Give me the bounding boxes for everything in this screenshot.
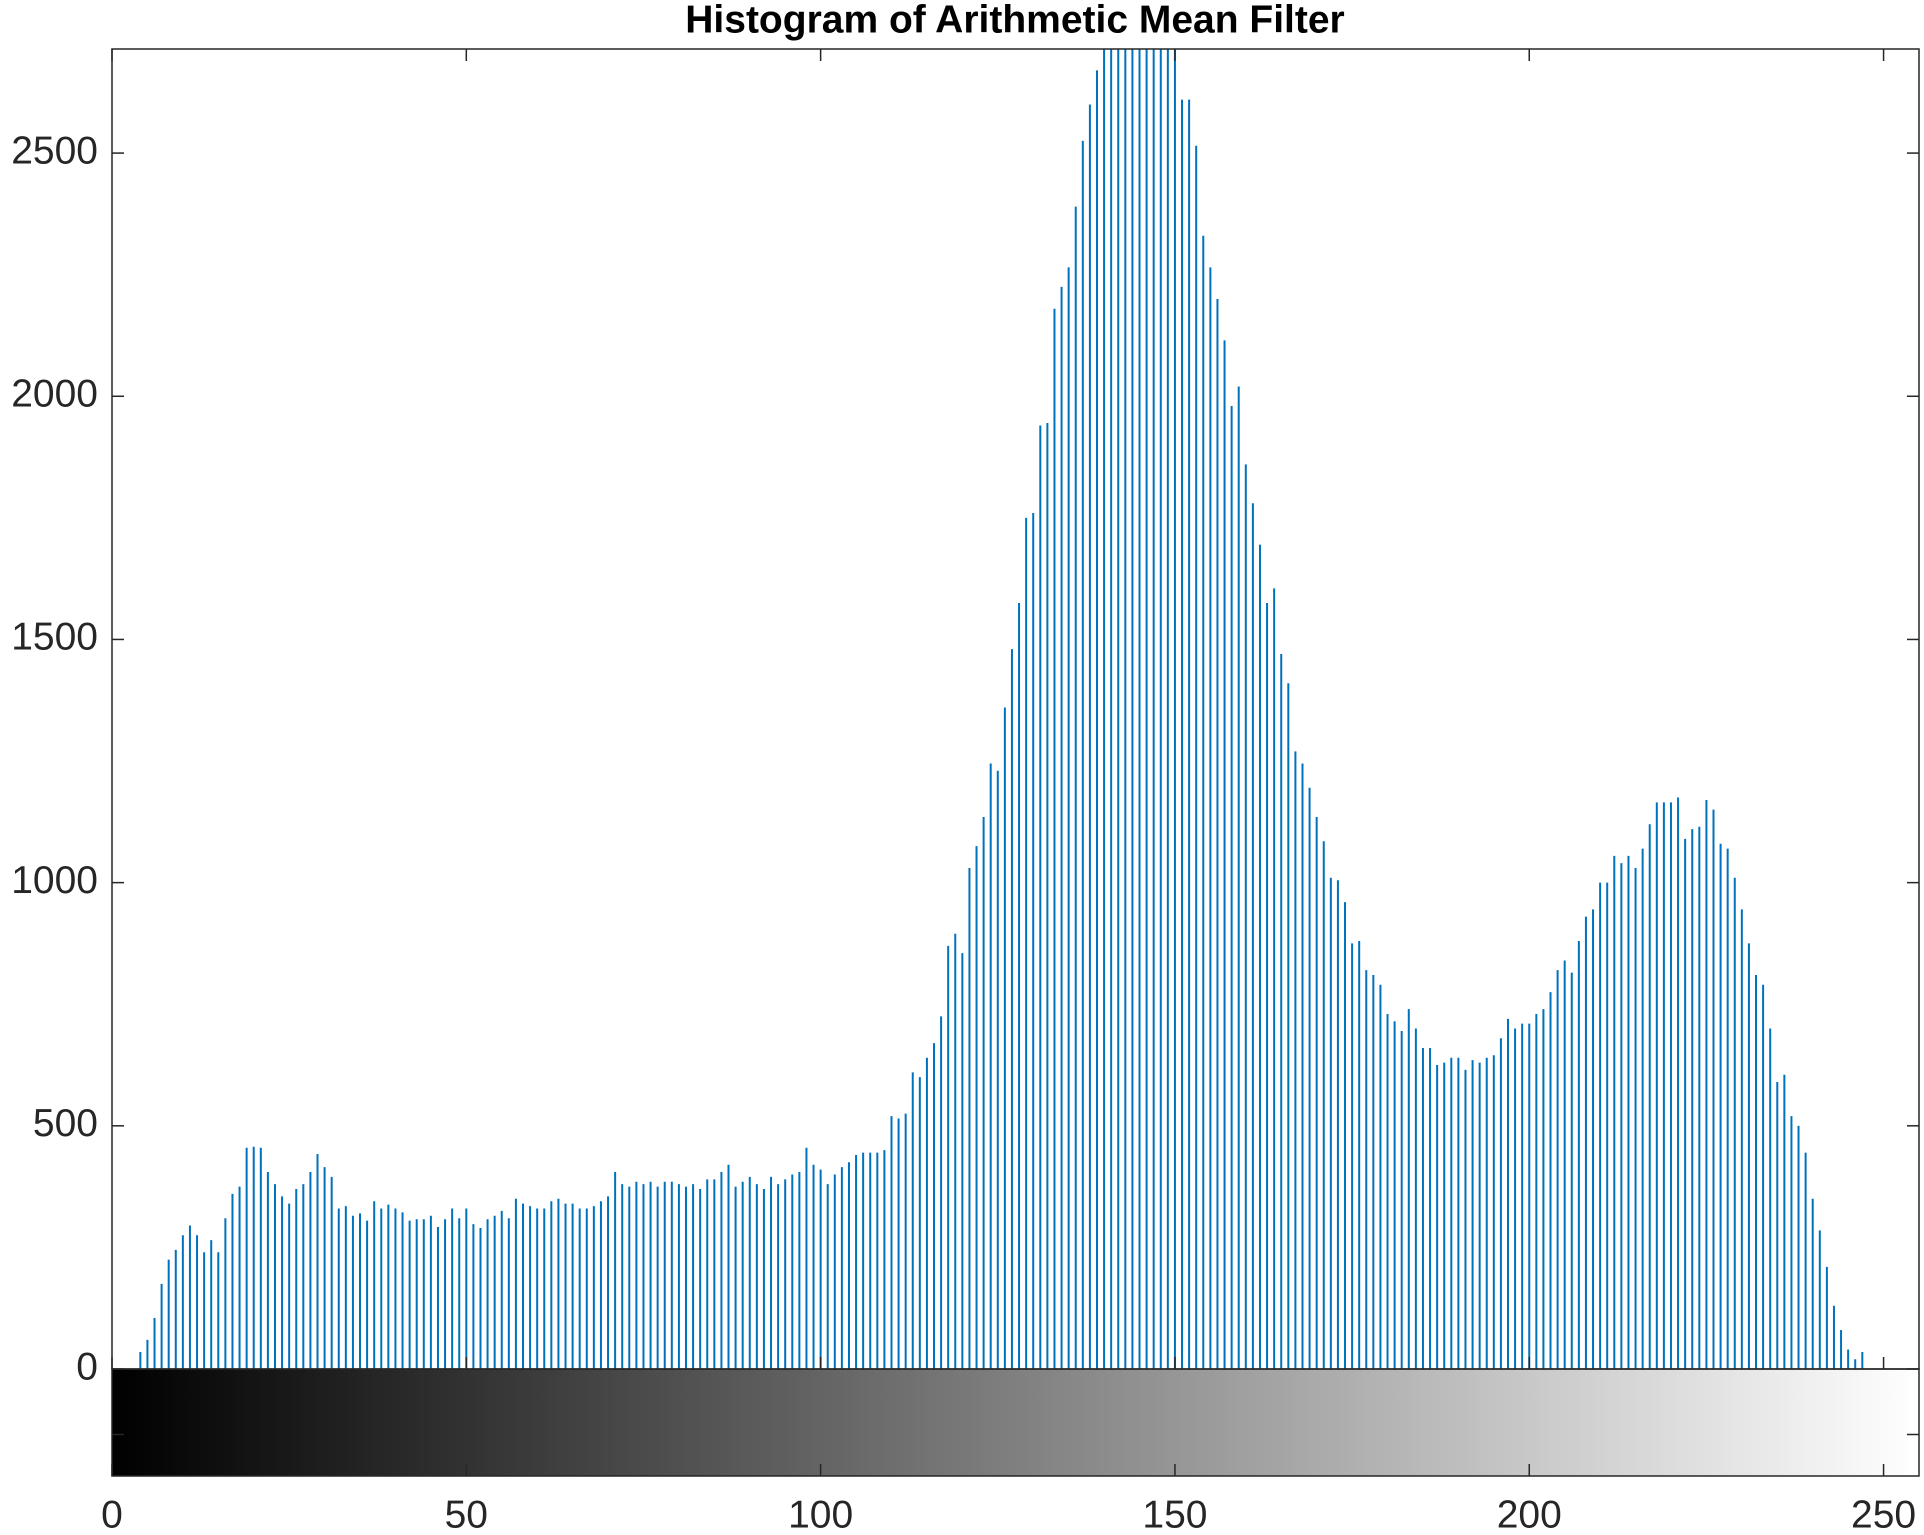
y-tick-label: 500 [33, 1102, 98, 1145]
x-tick-label: 200 [1497, 1493, 1562, 1535]
stems [139, 49, 1864, 1369]
y-tick-label: 0 [76, 1345, 98, 1388]
chart-title: Histogram of Arithmetic Mean Filter [685, 0, 1344, 41]
x-tick-label: 50 [445, 1493, 488, 1535]
y-tick-label: 1000 [11, 859, 98, 902]
x-tick-label: 100 [788, 1493, 853, 1535]
y-tick-label: 2000 [11, 373, 98, 416]
x-tick-label: 0 [101, 1493, 123, 1535]
y-tick-label: 2500 [11, 129, 98, 172]
plot-frame [111, 48, 1920, 1370]
colorbar [111, 1368, 1920, 1477]
x-tick-label: 150 [1142, 1493, 1207, 1535]
x-tick-label: 250 [1851, 1493, 1916, 1535]
y-tick-label: 1500 [11, 616, 98, 659]
